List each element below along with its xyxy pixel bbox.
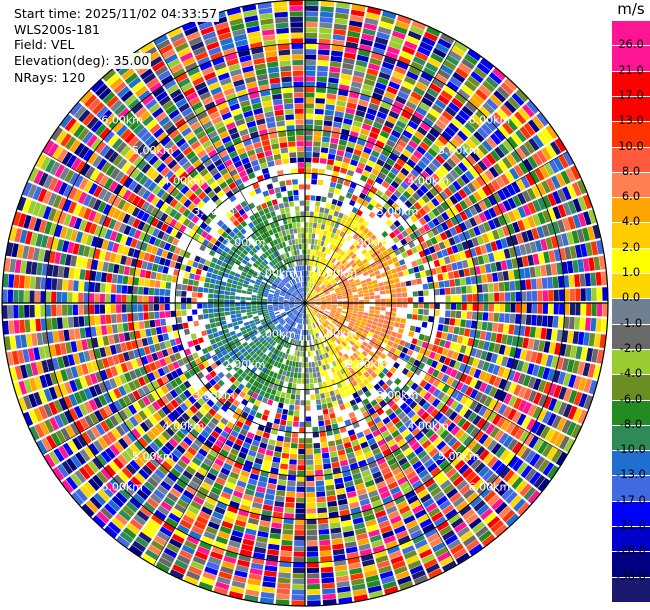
- colorbar-tick-label: 1.0: [621, 265, 641, 280]
- colorbar-tick-label: 8.0: [621, 163, 641, 178]
- colorbar-tick-label: -13.0: [616, 467, 646, 482]
- colorbar-tick-label: -10.0: [616, 442, 646, 457]
- colorbar-tick-label: 6.0: [621, 189, 641, 204]
- colorbar-cell: [612, 298, 650, 324]
- colorbar-cell: [612, 222, 650, 248]
- field-label: Field: VEL: [12, 37, 77, 53]
- colorbar-tick-label: 10.0: [618, 138, 644, 153]
- range-label: 2.00km: [224, 358, 266, 371]
- range-label: 4.00km: [163, 419, 205, 432]
- colorbar-tick-label: 0.0: [621, 290, 641, 305]
- range-label: 2.00km: [346, 236, 388, 249]
- range-label: 4.00km: [407, 175, 449, 188]
- range-labels: 1.00km 1.00km 1.00km 1.00km 2.00km 2.00km 2.00…: [101, 113, 510, 493]
- azimuth-line: [153, 40, 306, 304]
- range-label: 6.00km: [469, 113, 511, 126]
- range-label: 4.00km: [163, 175, 205, 188]
- colorbar-tick-label: -30.0: [616, 568, 646, 583]
- colorbar-unit: m/s: [617, 0, 645, 18]
- colorbar-tick-label: -2.0: [619, 340, 643, 355]
- colorbar-tick-label: -4.0: [619, 366, 643, 381]
- azimuth-line: [304, 302, 457, 566]
- range-label: 1.00km: [316, 328, 358, 341]
- range-label: 1.00km: [254, 328, 296, 341]
- range-label: 6.00km: [101, 113, 143, 126]
- colorbar-cell: [612, 475, 650, 501]
- colorbar-cell: [612, 70, 650, 96]
- colorbar-cell: [612, 273, 650, 299]
- range-label: 5.00km: [132, 450, 174, 463]
- range-label: 3.00km: [193, 389, 235, 402]
- range-label: 3.00km: [193, 205, 235, 218]
- colorbar-tick-label: 26.0: [618, 37, 644, 52]
- range-label: 5.00km: [438, 144, 480, 157]
- colorbar-cell: [612, 121, 650, 147]
- range-label: 2.00km: [224, 236, 266, 249]
- colorbar-cell: [612, 95, 650, 122]
- radar-gates: [2, 0, 608, 606]
- range-label: 5.00km: [438, 450, 480, 463]
- elevation-label: Elevation(deg): 35.00: [12, 53, 152, 69]
- colorbar-cell: [612, 500, 650, 527]
- colorbar-tick-label: -21.0: [616, 518, 646, 533]
- colorbar-cell: [612, 197, 650, 223]
- colorbar-cell: [612, 374, 650, 400]
- range-rings: [1, 0, 609, 607]
- azimuth-line: [304, 151, 568, 304]
- colorbar-cell: [612, 348, 650, 375]
- radar-ppi-plot: 1.00km 1.00km 1.00km 1.00km 2.00km 2.00km 2.00…: [1, 0, 609, 607]
- colorbar-cell: [612, 323, 650, 349]
- range-label: 6.00km: [101, 481, 143, 494]
- colorbar-tick-label: -1.0: [619, 315, 643, 330]
- azimuth-line: [304, 302, 568, 455]
- colorbar-tick-label: 2.0: [621, 239, 641, 254]
- colorbar-tick-label: 17.0: [618, 87, 644, 102]
- colorbar-tick-label: -8.0: [619, 416, 643, 431]
- range-label: 3.00km: [377, 389, 419, 402]
- colorbar-cell: [612, 551, 650, 577]
- colorbar-cell: [612, 450, 650, 476]
- nrays-label: NRays: 120: [12, 70, 88, 86]
- range-label: 3.00km: [377, 205, 419, 218]
- range-label: 5.00km: [132, 144, 174, 157]
- colorbar: 26.0 21.0 17.0 13.0 10.0 8.0 6.0 4.0 2.0 1.0 0.0 -1…: [612, 20, 650, 602]
- range-label: 2.00km: [346, 358, 388, 371]
- colorbar-cell: [612, 20, 650, 46]
- colorbar-cell: [612, 247, 650, 274]
- azimuth-line: [153, 302, 306, 566]
- range-label: 1.00km: [254, 266, 296, 279]
- start-time-label: Start time: 2025/11/02 04:33:57: [12, 6, 220, 22]
- azimuth-line: [42, 302, 306, 455]
- azimuth-line: [42, 151, 306, 304]
- colorbar-cell: [612, 399, 650, 425]
- colorbar-tick-label: 4.0: [621, 214, 641, 229]
- range-label: 6.00km: [469, 481, 511, 494]
- colorbar-tick-label: 21.0: [618, 62, 644, 77]
- colorbar-cell: [612, 45, 650, 71]
- colorbar-cell: [612, 146, 650, 172]
- colorbar-cell: [612, 171, 650, 198]
- colorbar-tick-label: 13.0: [618, 113, 644, 128]
- colorbar-cell: [612, 576, 650, 602]
- colorbar-tick-label: -17.0: [616, 492, 646, 507]
- range-label: 4.00km: [407, 419, 449, 432]
- colorbar-cell: [612, 424, 650, 451]
- azimuth-line: [304, 40, 457, 304]
- range-label: 1.00km: [316, 266, 358, 279]
- colorbar-tick-label: -6.0: [619, 391, 643, 406]
- colorbar-cell: [612, 526, 650, 552]
- instrument-label: WLS200s-181: [12, 22, 102, 38]
- colorbar-tick-label: -26.0: [616, 543, 646, 558]
